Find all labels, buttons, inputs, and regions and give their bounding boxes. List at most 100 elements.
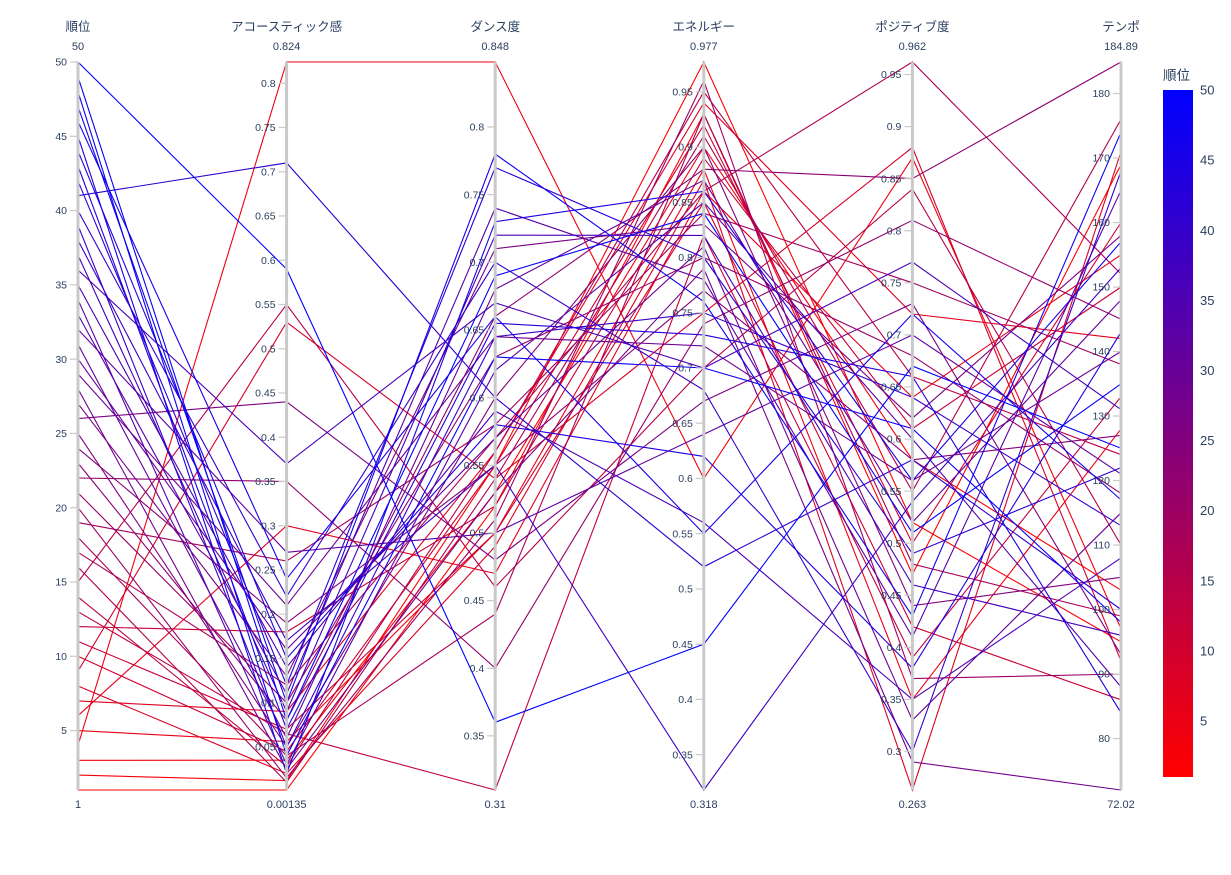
axis-min-label: 0.263 — [899, 799, 927, 811]
axis-tick-label: 100 — [1092, 604, 1110, 616]
axis-max-label: 0.977 — [690, 41, 718, 53]
track-line — [77, 219, 1122, 670]
axis-tick-label: 90 — [1098, 669, 1110, 681]
track-line — [77, 136, 1122, 776]
axis-tick-label: 0.35 — [464, 731, 485, 743]
axis-tick-label: 0.65 — [464, 325, 485, 337]
axis-tick-label: 30 — [55, 354, 67, 366]
axis-tick-label: 0.45 — [464, 595, 485, 607]
track-line — [77, 162, 1122, 610]
axis-4: 0.35 0.4 0.45 0.5 0.55 0.6 0.65 0.7 0.75 0.8 0.85 0… — [672, 20, 735, 811]
axis-title[interactable]: アコースティック感 — [231, 19, 342, 34]
track-line — [77, 60, 1122, 782]
track-line — [77, 106, 1122, 705]
axis-6: 80 90 100 110 120 130 140 150 160 170 180 テンポ 184.89… — [1092, 20, 1139, 811]
track-line — [77, 61, 1122, 723]
axis-tick-label: 0.6 — [678, 473, 693, 485]
axis-tick-label: 150 — [1092, 282, 1110, 294]
axis-tick-label: 0.3 — [887, 746, 902, 758]
colorbar-title: 順位 — [1163, 68, 1190, 83]
axis-tick-label: 0.6 — [470, 392, 485, 404]
axis-title[interactable]: エネルギー — [673, 20, 736, 34]
colorbar-tick-label: 20 — [1200, 503, 1214, 518]
colorbar-tick-label: 45 — [1200, 153, 1214, 168]
track-lines — [77, 60, 1122, 792]
axis-max-label: 184.89 — [1104, 41, 1138, 53]
colorbar-tick-label: 25 — [1200, 433, 1214, 448]
track-line — [77, 112, 1122, 757]
axis-tick-label: 0.55 — [881, 486, 902, 498]
track-line — [77, 201, 1122, 766]
axis-tick-label: 0.6 — [887, 434, 902, 446]
axis-tick-label: 0.35 — [255, 476, 276, 488]
track-line — [77, 336, 1122, 607]
axis-max-label: 0.824 — [273, 41, 301, 53]
axis-tick-label: 0.75 — [255, 122, 276, 134]
axis-tick-label: 0.8 — [678, 252, 693, 264]
axis-tick-label: 170 — [1092, 153, 1110, 165]
axis-title[interactable]: ダンス度 — [470, 19, 520, 34]
track-line — [77, 329, 1122, 553]
track-line — [77, 146, 1122, 672]
axis-tick-label: 0.7 — [261, 166, 276, 178]
axis-tick-label: 0.65 — [255, 211, 276, 223]
track-line — [77, 212, 1122, 562]
axis-tick-label: 0.05 — [255, 742, 276, 754]
track-line — [77, 302, 1122, 655]
axis-tick-label: 10 — [55, 651, 67, 663]
axis-tick-label: 20 — [55, 502, 67, 514]
axis-tick-label: 0.85 — [672, 197, 693, 209]
track-line — [77, 289, 1122, 624]
colorbar-tick-label: 30 — [1200, 363, 1214, 378]
axis-tick-label: 0.85 — [881, 173, 902, 185]
axis-min-label: 1 — [75, 799, 81, 811]
axis-tick-label: 0.3 — [261, 520, 276, 532]
track-line — [77, 267, 1122, 791]
axis-tick-label: 0.4 — [887, 642, 902, 654]
axis-tick-label: 0.55 — [672, 528, 693, 540]
axis-tick-label: 0.5 — [470, 528, 485, 540]
axis-tick-label: 0.6 — [261, 255, 276, 267]
axis-tick-label: 15 — [55, 577, 67, 589]
axis-tick-label: 25 — [55, 428, 67, 440]
axis-tick-label: 110 — [1093, 540, 1110, 552]
track-line — [77, 61, 1122, 686]
axis-tick-label: 0.4 — [261, 432, 276, 444]
axis-tick-label: 0.4 — [678, 694, 693, 706]
axis-tick-label: 0.25 — [255, 565, 276, 577]
colorbar: 順位 5 10 15 20 25 30 35 40 45 50 — [1163, 68, 1214, 777]
track-line — [77, 76, 1122, 722]
colorbar-tick-label: 15 — [1200, 573, 1214, 588]
axis-tick-label: 0.8 — [470, 122, 485, 134]
axis-1: 5 10 15 20 25 30 35 40 45 50 順位 50 1 — [55, 19, 90, 811]
axis-tick-label: 0.45 — [881, 590, 902, 602]
axis-tick-label: 0.5 — [261, 343, 276, 355]
axis-tick-label: 80 — [1098, 733, 1110, 745]
axis-tick-label: 0.55 — [464, 460, 485, 472]
track-line — [77, 225, 1122, 749]
colorbar-tick-label: 40 — [1200, 223, 1214, 238]
axis-tick-label: 0.45 — [255, 388, 276, 400]
axis-min-label: 72.02 — [1107, 799, 1135, 811]
axis-tick-label: 45 — [55, 131, 67, 143]
track-line — [77, 223, 1122, 678]
axis-min-label: 0.318 — [690, 799, 718, 811]
axis-tick-label: 0.8 — [261, 78, 276, 90]
axis-tick-label: 0.7 — [470, 257, 485, 269]
axis-max-label: 0.962 — [899, 41, 927, 53]
axis-tick-label: 0.95 — [672, 87, 693, 99]
axis-tick-label: 0.95 — [881, 69, 902, 81]
track-line — [77, 61, 1122, 746]
axis-tick-label: 35 — [55, 280, 67, 292]
axis-min-label: 0.00135 — [267, 799, 307, 811]
axis-tick-label: 0.8 — [887, 225, 902, 237]
track-line — [77, 79, 1122, 779]
axis-title[interactable]: 順位 — [65, 19, 90, 34]
track-line — [77, 165, 1122, 731]
track-line — [77, 190, 1122, 717]
axis-title[interactable]: テンポ — [1102, 20, 1140, 34]
axis-title[interactable]: ポジティブ度 — [875, 19, 950, 34]
axis-tick-label: 0.35 — [672, 749, 693, 761]
